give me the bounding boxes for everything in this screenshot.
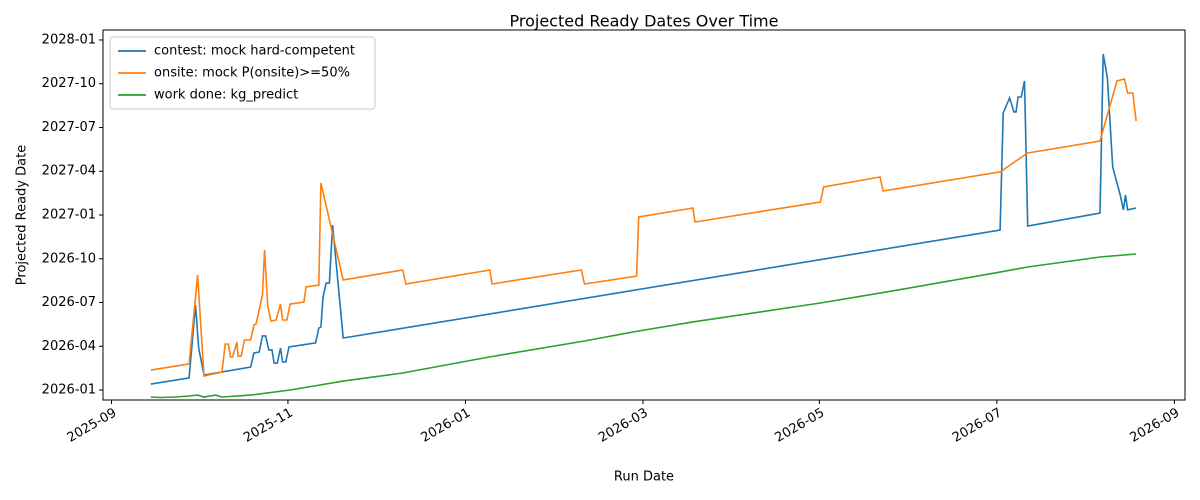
y-tick-label: 2026-01 bbox=[42, 383, 96, 398]
y-axis-label: Projected Ready Date bbox=[15, 145, 30, 285]
legend-box bbox=[109, 36, 376, 110]
x-tick-label: 2026-01 bbox=[419, 406, 474, 446]
y-tick-label: 2027-07 bbox=[42, 120, 96, 135]
x-tick-label: 2026-09 bbox=[1128, 406, 1183, 446]
x-tick-label: 2026-03 bbox=[596, 406, 651, 446]
plot-frame bbox=[102, 29, 1186, 401]
y-tick-label: 2027-01 bbox=[42, 208, 96, 223]
x-axis-label: Run Date bbox=[614, 470, 674, 485]
y-tick-label: 2027-10 bbox=[42, 76, 96, 91]
legend-label: work done: kg_predict bbox=[154, 88, 298, 103]
y-tick-label: 2026-07 bbox=[42, 295, 96, 310]
legend: contest: mock hard-competent onsite: mock… bbox=[109, 36, 376, 110]
legend-label: contest: mock hard-competent bbox=[154, 44, 355, 59]
y-tick-label: 2026-10 bbox=[42, 251, 96, 266]
chart-title: Projected Ready Dates Over Time bbox=[510, 12, 779, 31]
series-line bbox=[150, 53, 1137, 385]
x-tick-label: 2025-09 bbox=[65, 406, 120, 446]
y-tick-label: 2027-04 bbox=[42, 164, 96, 179]
y-tick-label: 2028-01 bbox=[42, 32, 96, 47]
x-tick-label: 2026-05 bbox=[773, 406, 828, 446]
legend-label: onsite: mock P(onsite)>=50% bbox=[154, 66, 350, 81]
x-tick-label: 2026-07 bbox=[950, 406, 1005, 446]
y-tick-label: 2026-04 bbox=[42, 339, 96, 354]
series-line bbox=[150, 78, 1137, 377]
series-line bbox=[150, 253, 1137, 399]
x-tick-label: 2025-11 bbox=[241, 406, 296, 446]
